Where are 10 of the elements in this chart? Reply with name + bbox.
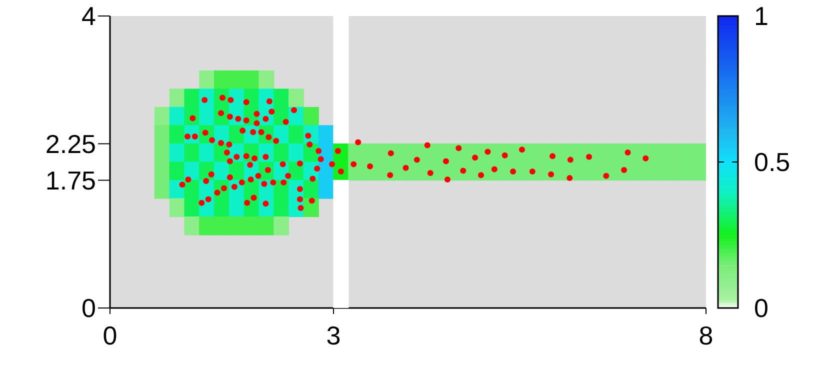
y-tick-label: 1.75 xyxy=(45,165,96,196)
y-tick-label: 4 xyxy=(82,1,96,32)
x-tick-label: 0 xyxy=(102,320,118,350)
color-bar-label: 1 xyxy=(754,1,768,32)
y-tick-label: 0 xyxy=(82,293,96,324)
x-tick-label: 8 xyxy=(698,320,714,350)
color-bar-label: 0.5 xyxy=(754,147,790,178)
x-tick-label: 3 xyxy=(326,320,341,350)
y-tick-label: 2.25 xyxy=(45,128,96,159)
color-bar-label: 0 xyxy=(754,293,768,324)
